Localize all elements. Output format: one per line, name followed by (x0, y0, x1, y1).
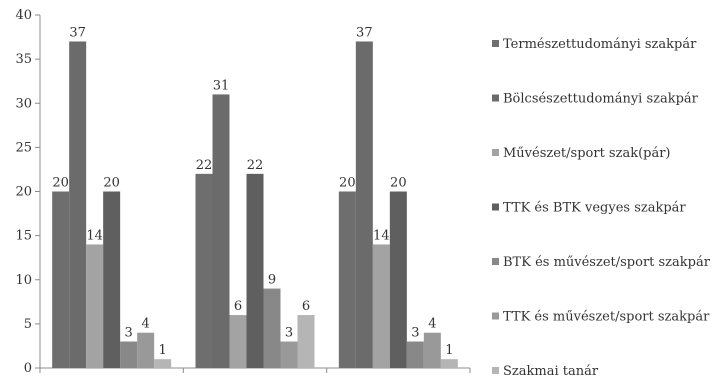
bar-5-group-2 (263, 288, 281, 368)
data-label: 6 (302, 299, 310, 314)
bar-5-group-1 (120, 341, 138, 368)
data-label: 14 (373, 228, 390, 243)
legend-swatch (492, 258, 499, 265)
data-label: 3 (125, 326, 133, 341)
data-label: 20 (52, 176, 69, 191)
data-label: 4 (428, 317, 436, 332)
legend-swatch (492, 203, 499, 211)
legend-swatch (492, 94, 499, 102)
bar-1-group-3 (338, 191, 356, 368)
y-tick-label: 20 (15, 185, 32, 200)
data-label: 3 (411, 326, 419, 341)
data-label: 1 (159, 343, 167, 358)
bar-6-group-3 (423, 332, 441, 368)
legend-swatch (492, 312, 499, 320)
y-tick-label: 0 (24, 361, 32, 375)
data-label: 6 (234, 299, 242, 314)
bar-3-group-1 (86, 244, 104, 368)
data-label: 22 (247, 158, 264, 173)
data-label: 3 (285, 326, 293, 341)
bar-3-group-2 (229, 315, 247, 368)
y-tick-label: 15 (15, 229, 32, 244)
legend-label: Művészet/sport szak(pár) (503, 146, 671, 161)
legend-label: Szakmai tanár (503, 364, 599, 375)
y-tick-label: 10 (15, 273, 32, 288)
bar-1-group-2 (195, 173, 213, 368)
legend-label: TTK és BTK vegyes szakpár (503, 201, 686, 216)
data-label: 9 (268, 273, 276, 288)
legend-label: BTK és művészet/sport szakpár (503, 255, 711, 270)
bar-7-group-1 (154, 359, 172, 368)
data-label: 14 (86, 228, 103, 243)
bar-6-group-2 (280, 341, 298, 368)
bar-4-group-2 (246, 173, 264, 368)
bar-2-group-3 (355, 41, 373, 368)
bar-7-group-3 (440, 359, 458, 368)
data-label: 22 (196, 158, 213, 173)
data-label: 37 (69, 25, 86, 40)
bar-1-group-1 (52, 191, 70, 368)
bar-2-group-1 (69, 41, 87, 368)
legend-swatch (492, 40, 499, 47)
legend-swatch (492, 149, 499, 156)
y-tick-label: 35 (15, 52, 32, 67)
bar-5-group-3 (406, 341, 424, 368)
data-label: 37 (356, 25, 373, 40)
data-label: 20 (339, 176, 356, 191)
bar-3-group-3 (372, 244, 390, 368)
bar-2-group-2 (212, 94, 230, 369)
y-tick-label: 25 (15, 140, 32, 155)
legend-label: Természettudományi szakpár (503, 37, 697, 52)
data-label: 20 (103, 176, 120, 191)
bar-7-group-2 (297, 315, 315, 368)
legend-swatch (492, 367, 499, 374)
y-tick-label: 40 (15, 8, 32, 23)
legend-label: TTK és művészet/sport szakpár (503, 310, 710, 325)
data-label: 1 (445, 343, 453, 358)
y-tick-label: 5 (24, 317, 32, 332)
data-label: 4 (142, 317, 150, 332)
data-label: 20 (390, 176, 407, 191)
data-label: 31 (213, 78, 230, 93)
bar-6-group-1 (137, 332, 155, 368)
bar-4-group-1 (103, 191, 121, 368)
bar-4-group-3 (389, 191, 407, 368)
y-tick-label: 30 (15, 96, 32, 111)
legend-label: Bölcsészettudományi szakpár (503, 92, 699, 107)
